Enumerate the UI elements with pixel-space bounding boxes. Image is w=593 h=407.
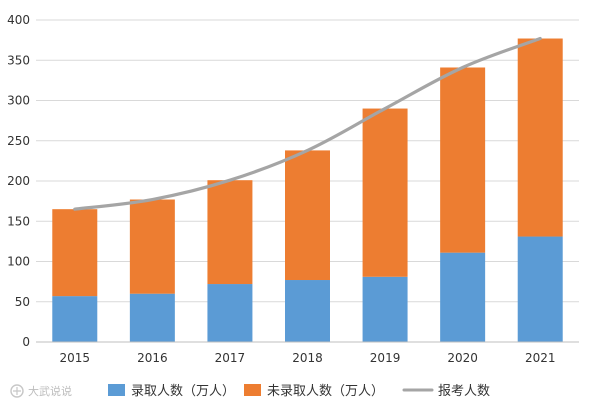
legend-label-not-admitted: 未录取人数（万人）: [267, 384, 384, 399]
legend-swatch-not-admitted: [244, 384, 261, 396]
legend: 录取人数（万人） 未录取人数（万人） 报考人数: [108, 384, 490, 399]
bar-not-admitted: [440, 67, 486, 253]
watermark-text: 大武说说: [28, 384, 72, 398]
bar-admitted: [52, 296, 98, 342]
y-tick-label: 100: [7, 255, 30, 269]
y-tick-label: 0: [22, 335, 30, 349]
bar-not-admitted: [52, 209, 98, 297]
legend-label-applicants: 报考人数: [438, 384, 490, 399]
x-tick-label: 2015: [60, 351, 91, 365]
bar-admitted: [440, 252, 486, 342]
x-tick-label: 2016: [137, 351, 168, 365]
y-tick-label: 200: [7, 174, 30, 188]
x-tick-label: 2018: [292, 351, 323, 365]
bar-not-admitted: [517, 38, 563, 237]
legend-label-admitted: 录取人数（万人）: [131, 384, 235, 399]
y-tick-label: 150: [7, 214, 30, 228]
bar-admitted: [362, 276, 408, 342]
x-tick-label: 2017: [215, 351, 246, 365]
watermark: 大武说说: [10, 384, 72, 398]
y-tick-label: 400: [7, 13, 30, 27]
watermark-logo-mark: [13, 387, 21, 395]
bar-not-admitted: [129, 199, 175, 294]
bar-not-admitted: [207, 180, 253, 285]
watermark-logo-icon: [10, 384, 24, 398]
bar-layer: [52, 38, 563, 342]
bar-admitted: [285, 280, 330, 342]
bar-admitted: [207, 284, 253, 342]
y-tick-label: 300: [7, 94, 30, 108]
bar-admitted: [517, 236, 563, 342]
x-tick-label: 2021: [525, 351, 556, 365]
x-tick-label: 2019: [370, 351, 401, 365]
legend-swatch-admitted: [108, 384, 125, 396]
y-tick-label: 50: [15, 295, 30, 309]
bar-not-admitted: [362, 108, 408, 277]
axis-layer: 0 50 100 150 200 250 300 350 400 2015 2016 2017 2018…: [7, 13, 579, 365]
y-tick-label: 350: [7, 53, 30, 67]
line-applicants: [73, 36, 542, 211]
bar-admitted: [129, 293, 175, 342]
line-layer: [73, 36, 542, 211]
y-tick-label: 250: [7, 134, 30, 148]
bar-not-admitted: [285, 150, 330, 281]
x-tick-label: 2020: [447, 351, 478, 365]
